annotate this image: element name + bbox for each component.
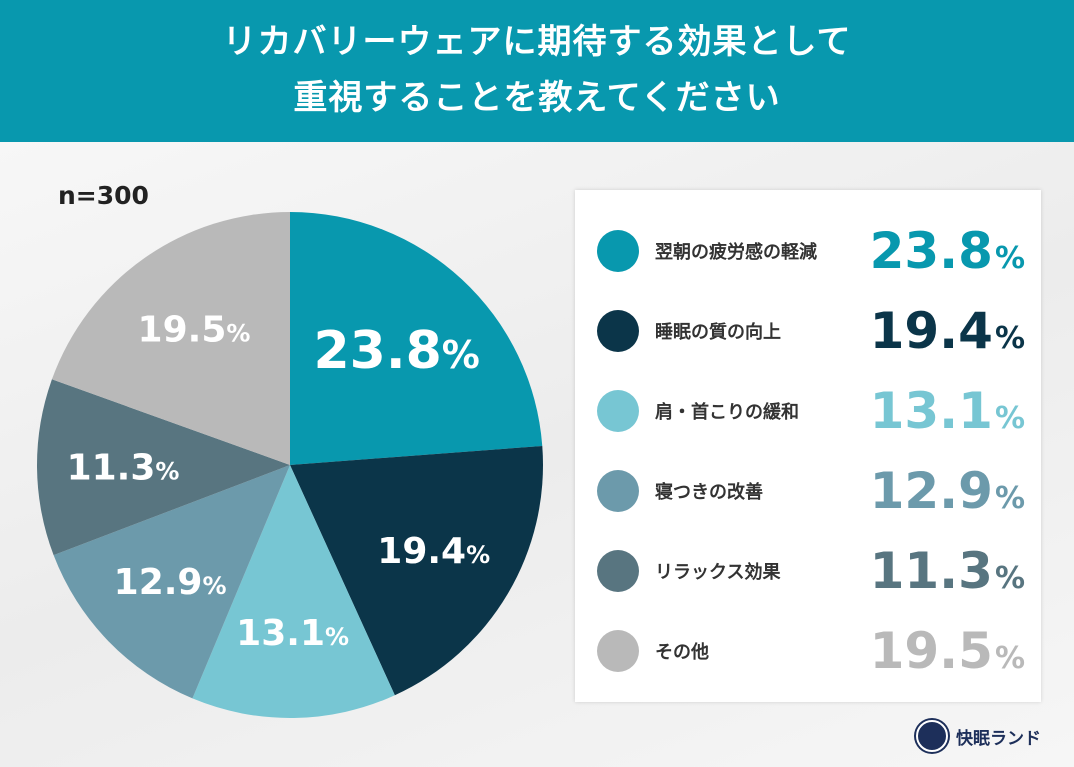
slice-data-label: 23.8%: [313, 321, 479, 381]
percent-sign: %: [155, 458, 179, 486]
legend-label: 寝つきの改善: [655, 482, 763, 503]
legend-item: その他 19.5%: [575, 621, 1041, 681]
legend-swatch: [597, 550, 639, 592]
percent-sign: %: [442, 333, 480, 377]
legend-value: 23.8%: [869, 222, 1025, 280]
percent-sign: %: [226, 319, 250, 347]
percent-sign: %: [994, 641, 1025, 676]
pie-slice: [290, 445, 544, 696]
pie-slice: [53, 465, 290, 699]
pie-slice: [192, 465, 395, 719]
percent-sign: %: [994, 241, 1025, 276]
legend-label: 肩・首こりの緩和: [655, 402, 799, 423]
brand-logo: 快眠ランド: [916, 720, 1041, 752]
pie-slice: [36, 379, 290, 556]
legend-item: 翌朝の疲労感の軽減 23.8%: [575, 221, 1041, 281]
percent-sign: %: [994, 401, 1025, 436]
legend-item: リラックス効果 11.3%: [575, 541, 1041, 601]
brand-name: 快眠ランド: [956, 728, 1041, 749]
legend-item: 睡眠の質の向上 19.4%: [575, 301, 1041, 361]
legend-swatch: [597, 390, 639, 432]
legend-swatch: [597, 630, 639, 672]
legend-item: 寝つきの改善 12.9%: [575, 461, 1041, 521]
title-line-1: リカバリーウェアに期待する効果として: [222, 22, 852, 62]
pie-slice: [290, 212, 543, 465]
title-line-2: 重視することを教えてください: [293, 78, 781, 118]
sample-size: n=300: [58, 181, 149, 210]
percent-sign: %: [994, 321, 1025, 356]
legend-swatch: [597, 230, 639, 272]
legend-value: 19.4%: [869, 302, 1025, 360]
legend-item: 肩・首こりの緩和 13.1%: [575, 381, 1041, 441]
percent-sign: %: [994, 561, 1025, 596]
legend-label: その他: [655, 642, 709, 663]
percent-sign: %: [994, 481, 1025, 516]
legend-value: 19.5%: [869, 622, 1025, 680]
legend-value: 13.1%: [869, 382, 1025, 440]
title-banner: リカバリーウェアに期待する効果として 重視することを教えてください: [0, 0, 1074, 142]
legend-label: リラックス効果: [655, 562, 781, 583]
legend-label: 睡眠の質の向上: [655, 322, 781, 343]
legend-value: 12.9%: [869, 462, 1025, 520]
percent-sign: %: [466, 541, 490, 569]
brand-logo-icon: [916, 720, 948, 752]
legend-value: 11.3%: [869, 542, 1025, 600]
percent-sign: %: [325, 623, 349, 651]
legend-label: 翌朝の疲労感の軽減: [655, 242, 817, 263]
legend-swatch: [597, 310, 639, 352]
percent-sign: %: [202, 572, 226, 600]
legend: 翌朝の疲労感の軽減 23.8% 睡眠の質の向上 19.4% 肩・首こりの緩和 13.1% 寝…: [575, 190, 1041, 702]
pie-slice: [51, 212, 290, 465]
legend-swatch: [597, 470, 639, 512]
pie-chart: 23.8%19.4%13.1%12.9%11.3%19.5%: [36, 212, 544, 719]
